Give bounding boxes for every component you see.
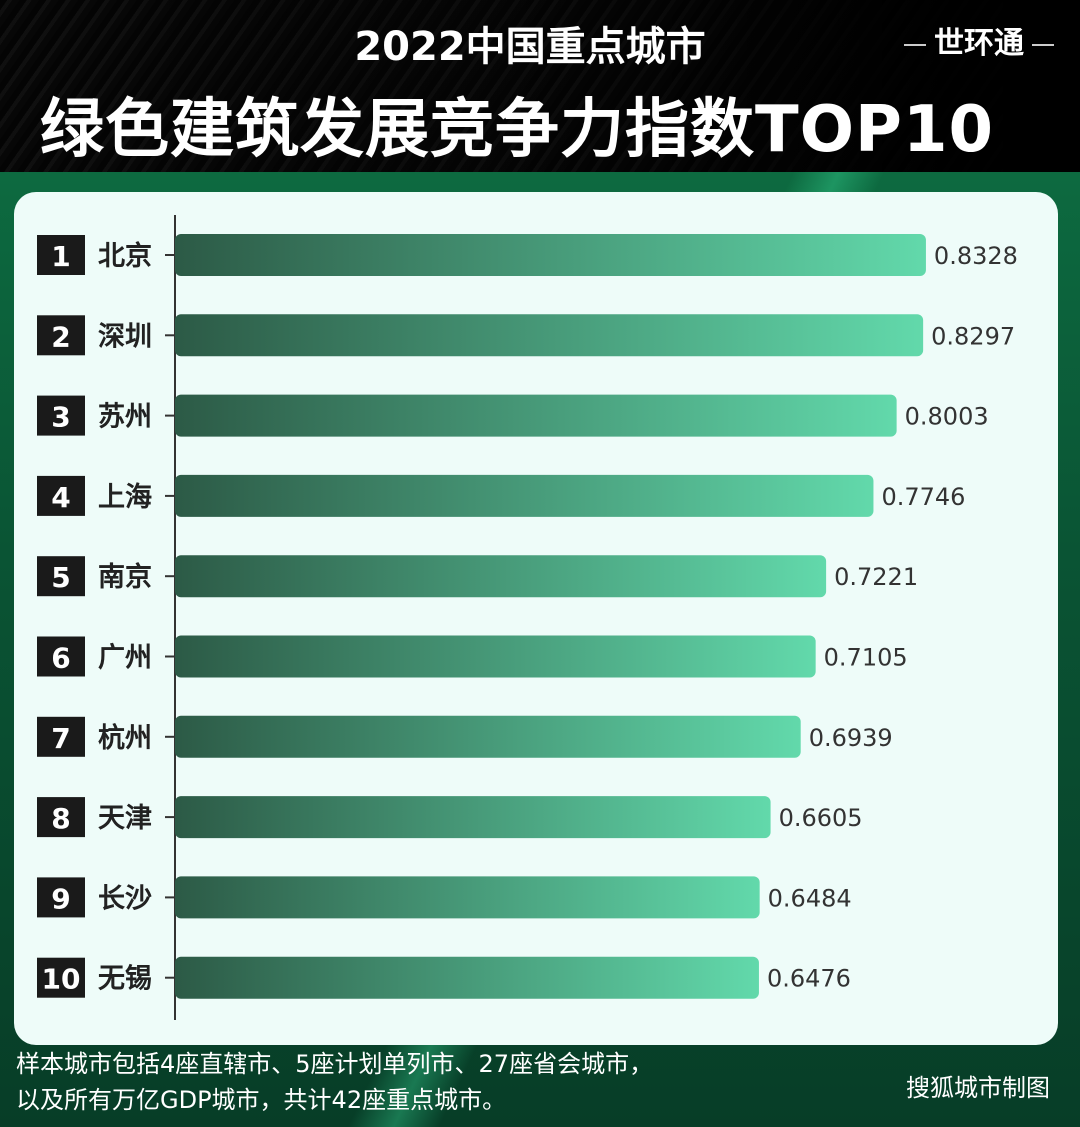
- bar: [175, 394, 897, 437]
- rank-label: 4: [51, 481, 70, 514]
- bar: [175, 474, 874, 517]
- rank-badge: [37, 716, 85, 757]
- category-label: 无锡: [98, 964, 152, 995]
- rank-badge: [37, 235, 85, 275]
- rank-badge: [37, 797, 85, 838]
- category-label: 苏州: [98, 402, 152, 433]
- category-label: 北京: [98, 240, 152, 272]
- category-label: 广州: [98, 643, 152, 674]
- category-label: 南京: [98, 561, 152, 593]
- rank-label: 2: [51, 320, 70, 353]
- rank-label: 10: [42, 963, 81, 996]
- category-label: 深圳: [98, 321, 152, 352]
- rank-badge: [37, 315, 85, 356]
- data-label: 0.6605: [779, 804, 863, 832]
- rank-label: 8: [51, 802, 70, 835]
- bar: [175, 635, 816, 678]
- rank-badge: [37, 556, 85, 597]
- category-label: 杭州: [98, 722, 152, 754]
- data-label: 0.7105: [824, 644, 908, 672]
- rank-badge: [37, 877, 85, 918]
- rank-label: 7: [51, 722, 70, 755]
- data-label: 0.6476: [767, 965, 851, 993]
- data-label: 0.8328: [934, 242, 1018, 270]
- bar: [175, 715, 801, 758]
- title-line1: 2022中国重点城市: [354, 24, 706, 70]
- rank-badge: [37, 636, 85, 677]
- data-label: 0.8297: [931, 322, 1015, 350]
- rank-badge: [37, 957, 85, 998]
- bar: [175, 956, 759, 999]
- bar: [175, 234, 926, 276]
- bar: [175, 796, 771, 839]
- data-label: 0.7221: [834, 563, 918, 591]
- data-label: 0.6939: [809, 724, 893, 752]
- data-label: 0.7746: [881, 483, 965, 511]
- category-label: 天津: [98, 803, 152, 834]
- data-label: 0.6484: [768, 884, 852, 912]
- bar: [175, 314, 924, 357]
- title-line2: 绿色建筑发展竞争力指数TOP10: [40, 93, 995, 167]
- rank-badge: [37, 395, 85, 436]
- rank-label: 1: [51, 240, 70, 273]
- rank-label: 9: [51, 882, 70, 915]
- rank-badge: [37, 475, 85, 516]
- rank-label: 5: [51, 561, 70, 594]
- rank-label: 6: [51, 642, 70, 675]
- credit: 搜狐城市制图: [906, 1074, 1050, 1102]
- category-label: 长沙: [98, 883, 152, 914]
- bar: [175, 876, 760, 919]
- bar: [175, 555, 827, 598]
- footnote: 样本城市包括4座直辖市、5座计划单列市、27座省会城市，以及所有万亿GDP城市，…: [16, 1050, 654, 1114]
- brand-logo: 世环通: [896, 18, 1062, 62]
- category-label: 上海: [98, 482, 152, 513]
- rank-label: 3: [51, 401, 70, 434]
- data-label: 0.8003: [905, 403, 989, 431]
